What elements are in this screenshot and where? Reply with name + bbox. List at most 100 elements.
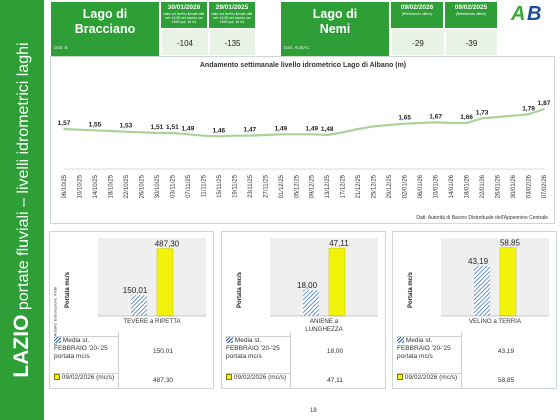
category-line: ANIENE a (309, 318, 339, 325)
lake-bracciano-date-1: 30/01/2026 dato sul livello rilevato all… (161, 2, 207, 28)
data-label: 1,53 (120, 123, 133, 130)
bar-value-label: 58,85 (500, 239, 521, 248)
data-label: 1,49 (305, 125, 318, 132)
data-label: 1,46 (213, 127, 226, 134)
data-point (434, 121, 437, 124)
table-value: 18,00 (326, 348, 344, 355)
data-point (218, 135, 220, 138)
data-point (403, 122, 406, 125)
legend-current-label: 09/02/2026 (mc/s) (54, 373, 118, 382)
data-point (156, 132, 158, 134)
category-label: ANIENE a LUNGHEZZA (270, 318, 378, 334)
date-label: 30/01/2026 (167, 4, 201, 11)
bar-mean (303, 290, 320, 316)
data-label: 1,73 (476, 109, 489, 116)
x-tick-label: 10/10/25 (77, 174, 83, 198)
data-label: 1,66 (460, 114, 473, 121)
category-label: TEVERE a RIPETTA (98, 318, 206, 326)
x-tick-label: 26/01/26 (496, 174, 502, 198)
x-tick-label: 26/10/25 (139, 174, 145, 198)
data-point (233, 134, 236, 137)
data-point (202, 134, 205, 137)
x-tick-label: 30/01/26 (511, 174, 517, 198)
x-tick-label: 22/01/26 (480, 174, 486, 198)
x-tick-label: 23/11/25 (248, 174, 254, 198)
legend-yellow-swatch (54, 374, 60, 381)
table-value: 58,85 (497, 377, 515, 384)
flow-panel-aniene: 18,00 47,11 Portata mc/s ANIENE a LUNGHEZZA … (221, 231, 386, 389)
table-value: 43,19 (497, 348, 515, 355)
data-point (357, 128, 359, 130)
plot-area (441, 238, 549, 316)
date-sub: dato sul livello rilevato alle ore 14:05… (163, 12, 205, 24)
x-tick-label: 14/01/26 (449, 174, 455, 198)
category-line: TEVERE a RIPETTA (123, 318, 181, 325)
data-label: 1,55 (89, 121, 102, 128)
data-label: 1,51 (151, 124, 164, 131)
chart-title: Andamento settimanale livello idrometric… (200, 62, 406, 69)
plot-area (98, 238, 206, 316)
data-label: 1,87 (538, 100, 551, 107)
data-point (372, 125, 375, 128)
data-point (450, 122, 452, 124)
bar-value-label: 18,00 (297, 281, 318, 290)
data-label: 1,57 (58, 120, 71, 127)
legend-text: Media st. FEBBRAIO '20-'25 portata mc/s (226, 337, 280, 360)
y-axis-label: Portata mc/s (237, 271, 243, 309)
lake-source: Dati: AUBAC (284, 45, 310, 50)
lake-nemi-value-1: -29 (391, 28, 445, 56)
data-point (78, 128, 81, 131)
data-point (171, 132, 174, 134)
x-tick-label: 01/12/25 (279, 174, 285, 198)
x-tick-label: 18/10/25 (108, 174, 114, 198)
data-point (94, 129, 96, 132)
data-label: 1,47 (243, 127, 256, 134)
y-axis-label: Portata mc/s (408, 271, 414, 309)
data-label: 1,79 (522, 105, 535, 112)
x-tick-label: 09/12/25 (310, 174, 316, 198)
lake-name-line2: Nemi (319, 22, 351, 36)
lake-bracciano-value-2: -135 (209, 28, 256, 56)
lake-source: Dati: B (54, 45, 68, 50)
x-tick-label: 18/01/26 (465, 174, 471, 198)
side-band: LAZIO portate fluviali – livelli idromet… (0, 0, 44, 420)
table-value: 150,01 (153, 348, 173, 355)
data-point (109, 130, 112, 132)
legend-mean-label: Media st. FEBBRAIO '20-'25 portata mc/s (54, 336, 118, 361)
bar-current (156, 248, 174, 317)
lake-name-line1: Lago di (82, 7, 128, 21)
data-label: 1,51 (166, 124, 179, 131)
x-tick-label: 14/10/25 (93, 174, 99, 198)
logo-letter-a: A (510, 3, 525, 24)
series-line (63, 107, 545, 138)
data-point (388, 124, 390, 126)
x-tick-label: 25/12/25 (372, 174, 378, 198)
data-point (496, 116, 499, 118)
date-sub: dato sul livello rilevato alle ore 14:05… (211, 12, 253, 24)
lake-nemi-date-2: 09/02/2025 (Riferimento ultimo) (445, 2, 497, 28)
legend-hatch-swatch (397, 337, 404, 344)
bar-chart-svg: 150,01 487,30 (98, 238, 206, 317)
x-tick-label: 07/02/26 (542, 174, 548, 198)
page-number: 18 (310, 408, 317, 414)
bar-value-label: 43,19 (468, 257, 489, 266)
albano-line-chart-svg: Andamento settimanale livello idrometric… (58, 62, 551, 221)
data-point (465, 122, 468, 124)
data-point (481, 117, 483, 120)
date-label: 09/02/2026 (400, 4, 434, 11)
data-point (264, 134, 267, 136)
x-tick-label: 06/10/25 (62, 174, 68, 198)
legend-text: 09/02/2026 (mc/s) (232, 374, 287, 381)
data-point (326, 134, 329, 136)
legend-text: 09/02/2026 (mc/s) (403, 374, 458, 381)
plot-area (270, 238, 378, 316)
lake-bracciano-name: Lago di Bracciano Dati: B (51, 2, 159, 56)
legend-hatch-swatch (226, 337, 233, 344)
logo-letter-b: B (527, 3, 541, 24)
category-label: VELINO a TERRIA (441, 318, 549, 326)
table-value: 47,11 (327, 377, 343, 384)
table-divider (118, 332, 119, 388)
x-tick-label: 22/10/25 (124, 174, 130, 198)
legend-mean-label: Media st. FEBBRAIO '20-'25 portata mc/s (226, 336, 290, 361)
x-tick-label: 13/12/25 (325, 174, 331, 198)
